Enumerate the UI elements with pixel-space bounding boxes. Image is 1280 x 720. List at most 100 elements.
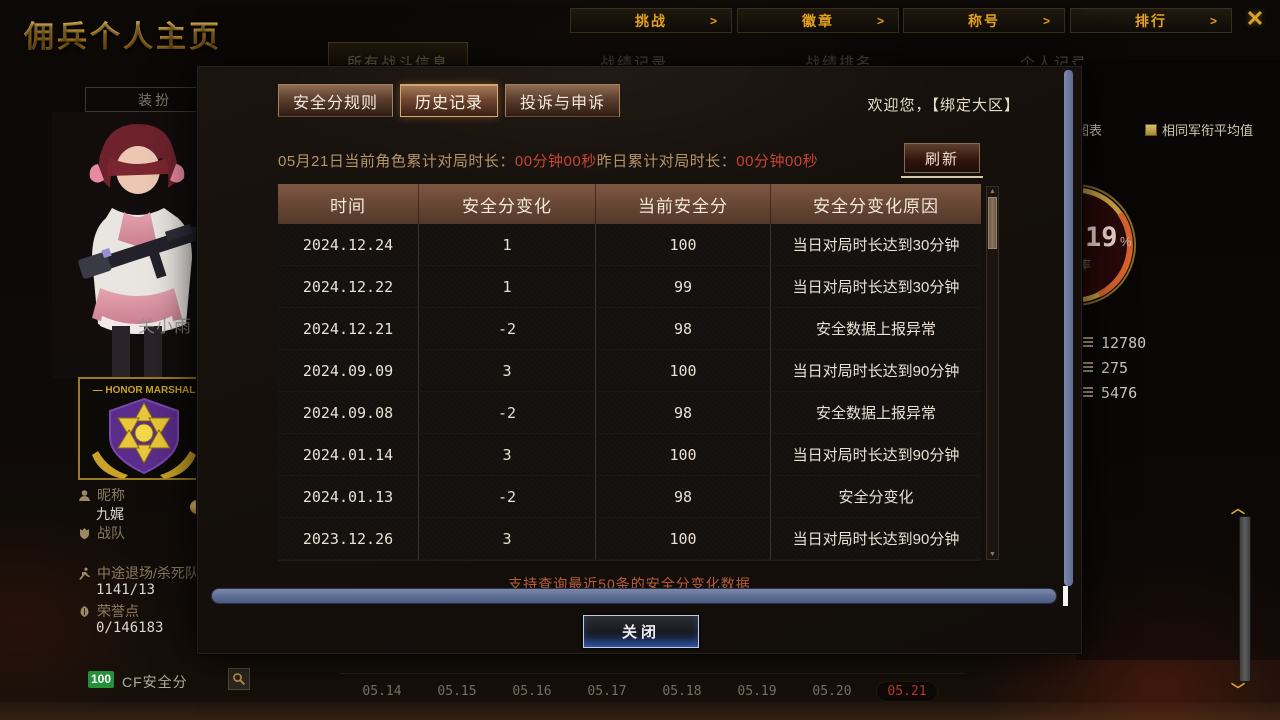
scrollbar-thumb[interactable] <box>988 197 997 249</box>
nav-button-badge[interactable]: 徽章 > <box>737 8 899 33</box>
scroll-up-icon[interactable]: ︿ <box>1231 500 1245 516</box>
header-time: 时间 <box>278 184 419 224</box>
tab-complaints-appeals[interactable]: 投诉与申诉 <box>505 84 621 117</box>
page-scrollbar[interactable] <box>1239 516 1251 682</box>
search-icon <box>233 673 246 686</box>
table-row[interactable]: 2024.01.13 -2 98 安全分变化 <box>278 476 981 518</box>
search-button[interactable] <box>228 668 250 690</box>
date-tick[interactable]: 05.15 <box>437 684 477 699</box>
stat-value: 5476 <box>1101 384 1138 402</box>
date-tick[interactable]: 05.18 <box>662 684 702 699</box>
table-row[interactable]: 2024.01.14 3 100 当日对局时长达到90分钟 <box>278 434 981 476</box>
nav-label: 挑战 <box>635 12 667 29</box>
date-tick[interactable]: 05.17 <box>587 684 627 699</box>
dialog-horizontal-scrollbar[interactable] <box>211 588 1057 604</box>
timeline-track <box>340 673 965 679</box>
honor-label: 荣誉点 <box>97 603 139 619</box>
honor-leaf-icon <box>80 605 89 617</box>
chevron-right-icon: > <box>876 13 886 28</box>
currency-icon <box>1082 387 1093 399</box>
honor-row: 荣誉点 <box>78 602 218 620</box>
nickname-value: 九娓 <box>96 507 124 523</box>
quit-label: 中途退场/杀死队 <box>97 565 199 581</box>
table-row[interactable]: 2024.12.21 -2 98 安全数据上报异常 <box>278 308 981 350</box>
nav-button-challenge[interactable]: 挑战 > <box>570 8 732 33</box>
security-score-label: CF安全分 <box>122 674 188 690</box>
security-score-badge: 100 <box>88 671 115 688</box>
dialog-vertical-scrollbar[interactable] <box>1064 70 1073 586</box>
nickname-row: 昵称 <box>78 486 218 504</box>
welcome-text: 欢迎您，【绑定大区】 <box>867 97 1020 114</box>
legend-square-icon <box>1145 123 1157 136</box>
refresh-underline <box>901 176 983 178</box>
tab-history-records[interactable]: 历史记录 <box>400 84 499 117</box>
stat-row: 12780 <box>1082 334 1146 352</box>
chevron-right-icon: > <box>1042 13 1052 28</box>
date-tick-active[interactable]: 05.21 <box>877 682 937 701</box>
user-icon <box>79 489 90 501</box>
currency-icon <box>1082 362 1093 374</box>
stat-row: 275 <box>1082 359 1128 377</box>
honor-value: 0/146183 <box>96 620 164 636</box>
chevron-right-icon: > <box>709 13 719 28</box>
playtime-yesterday-label: 昨日累计对局时长： <box>596 153 737 170</box>
table-row[interactable]: 2024.12.22 1 99 当日对局时长达到30分钟 <box>278 266 981 308</box>
legend-rank-average-label: 相同军衔平均值 <box>1162 123 1254 138</box>
currency-icon <box>1082 337 1093 349</box>
playtime-info-line: 05月21日当前角色累计对局时长：00分钟00秒昨日累计对局时长：00分钟00秒 <box>278 150 818 171</box>
floor-glow <box>0 702 1280 720</box>
stat-row: 5476 <box>1082 384 1137 402</box>
stat-value: 12780 <box>1101 334 1147 352</box>
legend-rank-average: 相同军衔平均值 <box>1145 120 1253 139</box>
scroll-down-icon[interactable]: ▼ <box>989 551 996 558</box>
table-scrollbar[interactable]: ▲ ▼ <box>986 186 999 560</box>
tab-security-rules[interactable]: 安全分规则 <box>278 84 394 117</box>
quit-row: 中途退场/杀死队 <box>78 564 218 582</box>
playtime-yesterday-value: 00分钟00秒 <box>736 153 819 170</box>
table-row[interactable]: 2023.12.26 3 100 当日对局时长达到90分钟 <box>278 518 981 560</box>
runner-icon <box>79 567 90 580</box>
stat-value: 275 <box>1101 359 1129 377</box>
page-title: 佣兵个人主页 <box>24 12 222 56</box>
history-table: 时间 安全分变化 当前安全分 安全分变化原因 2024.12.24 1 100 … <box>278 184 981 561</box>
team-label: 战队 <box>97 525 125 541</box>
refresh-button[interactable]: 刷新 <box>904 143 980 173</box>
table-header-row: 时间 安全分变化 当前安全分 安全分变化原因 <box>278 184 981 224</box>
shield-icon <box>80 527 89 539</box>
date-tick[interactable]: 05.14 <box>362 684 402 699</box>
ring-percent-value: 19 <box>1085 222 1118 253</box>
playtime-today-value: 00分钟00秒 <box>514 153 597 170</box>
header-current-score: 当前安全分 <box>596 184 771 224</box>
ring-percent-unit: % <box>1120 234 1132 249</box>
svg-text:— HONOR MARSHAL: — HONOR MARSHAL <box>93 385 196 396</box>
scroll-up-icon[interactable]: ▲ <box>989 188 996 195</box>
scrollbar-caret <box>1063 586 1068 606</box>
header-score-change: 安全分变化 <box>419 184 596 224</box>
table-row[interactable]: 2024.09.09 3 100 当日对局时长达到90分钟 <box>278 350 981 392</box>
table-row[interactable]: 2024.12.24 1 100 当日对局时长达到30分钟 <box>278 224 981 266</box>
watermark-text: 关小雨 <box>138 317 192 336</box>
dialog-tabs: 安全分规则 历史记录 投诉与申诉 <box>278 84 621 117</box>
nav-label: 称号 <box>968 12 1000 29</box>
nickname-label: 昵称 <box>97 487 125 503</box>
close-dialog-button[interactable]: 关闭 <box>581 613 701 650</box>
chevron-right-icon: > <box>1209 13 1219 28</box>
profile-info: 昵称 九娓 战队 中途退场/杀死队 1141/13 荣誉点 0/146183 <box>78 486 218 640</box>
date-tick[interactable]: 05.19 <box>737 684 777 699</box>
playtime-today-label: 05月21日当前角色累计对局时长： <box>278 153 515 170</box>
nav-button-ranking[interactable]: 排行 > <box>1070 8 1232 33</box>
nav-label: 排行 <box>1135 12 1167 29</box>
character-portrait <box>52 112 220 378</box>
security-score-dialog: 安全分规则 历史记录 投诉与申诉 欢迎您，【绑定大区】 05月21日当前角色累计… <box>196 65 1083 655</box>
team-row: 战队 <box>78 524 218 542</box>
honor-marshal-badge: — HONOR MARSHAL <box>78 377 210 480</box>
table-row[interactable]: 2024.09.08 -2 98 安全数据上报异常 <box>278 392 981 434</box>
nav-label: 徽章 <box>802 12 834 29</box>
nav-button-title[interactable]: 称号 > <box>903 8 1065 33</box>
scroll-down-icon[interactable]: ﹀ <box>1231 682 1245 698</box>
close-window-icon[interactable]: ✕ <box>1245 6 1265 31</box>
quit-value: 1141/13 <box>96 582 156 598</box>
date-tick[interactable]: 05.20 <box>812 684 852 699</box>
date-tick[interactable]: 05.16 <box>512 684 552 699</box>
